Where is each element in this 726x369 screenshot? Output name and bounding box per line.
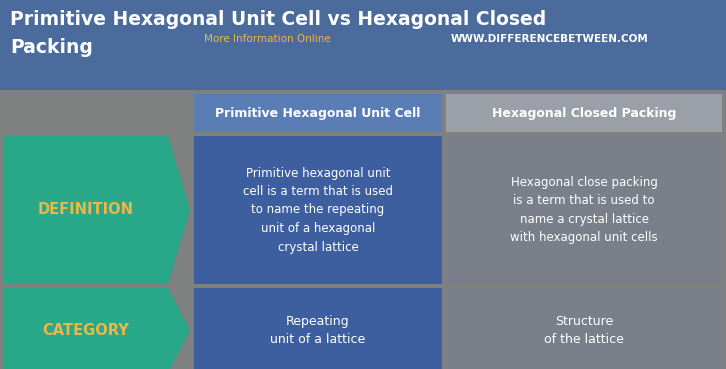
Text: Repeating
unit of a lattice: Repeating unit of a lattice [270,315,366,346]
Text: Structure
of the lattice: Structure of the lattice [544,315,624,346]
Bar [194,94,442,132]
Text: Primitive Hexagonal Unit Cell vs Hexagonal Closed: Primitive Hexagonal Unit Cell vs Hexagon… [10,10,546,29]
Text: WWW.DIFFERENCEBETWEEN.COM: WWW.DIFFERENCEBETWEEN.COM [451,34,649,44]
Text: DEFINITION: DEFINITION [38,203,134,217]
Text: Hexagonal close packing
is a term that is used to
name a crystal lattice
with he: Hexagonal close packing is a term that i… [510,176,658,244]
Bar [194,288,442,369]
Text: CATEGORY: CATEGORY [43,323,129,338]
Polygon shape [4,136,190,284]
Text: More Information Online: More Information Online [204,34,331,44]
Text: Packing: Packing [10,38,93,57]
Bar [0,94,726,369]
Bar [446,288,722,369]
Text: Primitive Hexagonal Unit Cell: Primitive Hexagonal Unit Cell [216,107,420,120]
Polygon shape [4,288,190,369]
Bar [446,94,722,132]
Bar [194,136,442,284]
Bar [446,136,722,284]
Bar [0,0,726,90]
Text: Primitive hexagonal unit
cell is a term that is used
to name the repeating
unit : Primitive hexagonal unit cell is a term … [243,166,393,254]
Text: Hexagonal Closed Packing: Hexagonal Closed Packing [492,107,676,120]
